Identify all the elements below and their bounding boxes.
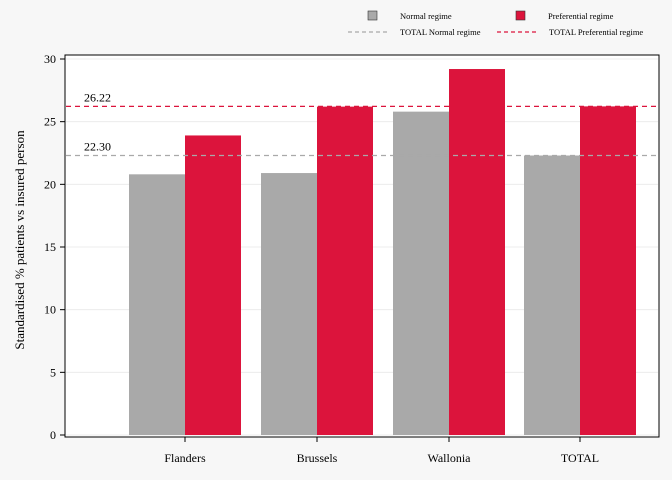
x-axis: Flanders Brussels Wallonia TOTAL bbox=[164, 437, 599, 465]
y-tick-label: 5 bbox=[50, 365, 56, 379]
legend-entry-label: TOTAL Normal regime bbox=[400, 27, 481, 37]
x-tick-label: TOTAL bbox=[561, 451, 599, 465]
legend: Normal regime Preferential regime TOTAL No… bbox=[348, 10, 643, 37]
bar-normal-wallonia bbox=[393, 111, 449, 435]
y-tick-label: 0 bbox=[50, 428, 56, 442]
y-tick-label: 15 bbox=[44, 240, 56, 254]
bar-preferential-total bbox=[580, 106, 636, 435]
reference-lines: 22.30 26.22 bbox=[66, 90, 658, 157]
y-axis-label: Standardised % patients vs insured perso… bbox=[12, 130, 27, 350]
x-tick-label: Brussels bbox=[297, 451, 338, 465]
y-tick-label: 10 bbox=[44, 303, 56, 317]
legend-swatch bbox=[367, 10, 378, 21]
reference-line-label: 22.30 bbox=[84, 140, 111, 154]
legend-swatch bbox=[515, 10, 526, 21]
bar-preferential-flanders bbox=[185, 135, 241, 435]
x-tick-label: Wallonia bbox=[427, 451, 471, 465]
y-tick-label: 20 bbox=[44, 177, 56, 191]
bar-normal-flanders bbox=[129, 174, 185, 435]
bar-preferential-wallonia bbox=[449, 69, 505, 435]
bar-normal-total bbox=[524, 155, 580, 436]
y-tick-label: 30 bbox=[44, 52, 56, 66]
legend-entry-label: TOTAL Preferential regime bbox=[549, 27, 643, 37]
bar-normal-brussels bbox=[261, 173, 317, 435]
y-tick-label: 25 bbox=[44, 115, 56, 129]
bar-preferential-brussels bbox=[317, 106, 373, 436]
legend-entry-label: Preferential regime bbox=[548, 11, 614, 21]
x-tick-label: Flanders bbox=[164, 451, 206, 465]
reference-line-label: 26.22 bbox=[84, 90, 111, 104]
bars bbox=[129, 69, 636, 436]
legend-entry-label: Normal regime bbox=[400, 11, 452, 21]
y-axis: 0 5 10 15 20 25 30 bbox=[44, 52, 65, 442]
